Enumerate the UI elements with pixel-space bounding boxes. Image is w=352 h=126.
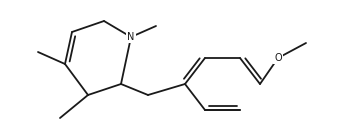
Text: O: O — [274, 53, 282, 63]
Text: N: N — [127, 32, 135, 42]
